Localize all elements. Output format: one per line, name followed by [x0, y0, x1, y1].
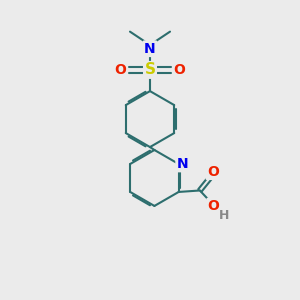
Text: S: S [145, 62, 155, 77]
Text: O: O [174, 63, 185, 77]
Text: O: O [207, 165, 219, 178]
Text: O: O [208, 199, 220, 213]
Text: N: N [177, 157, 188, 171]
Text: N: N [144, 42, 156, 56]
Text: O: O [115, 63, 126, 77]
Text: H: H [219, 209, 230, 222]
